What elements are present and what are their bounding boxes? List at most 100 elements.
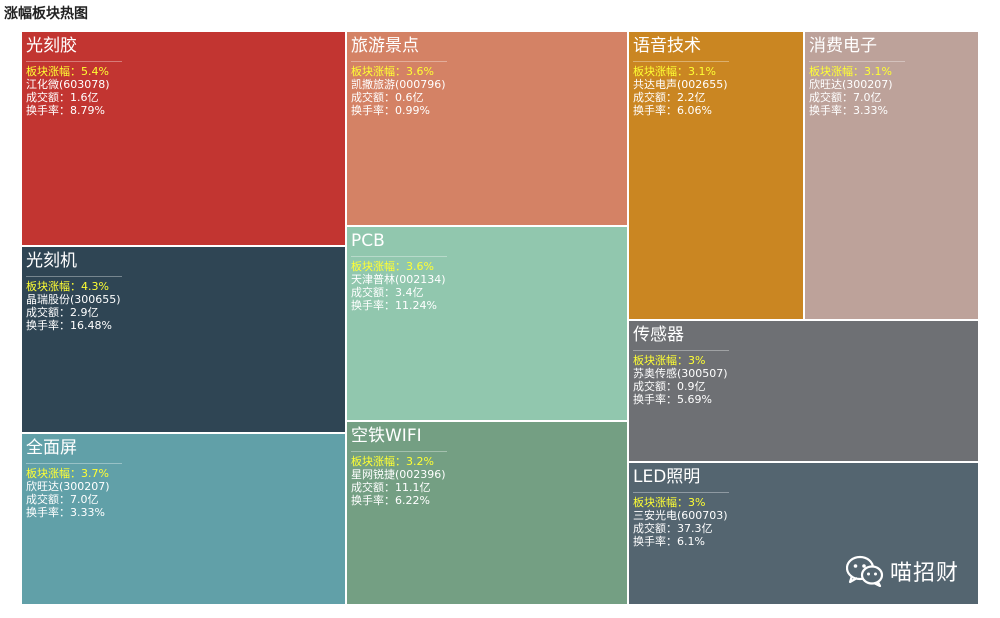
treemap-tile[interactable]: 旅游景点 板块涨幅：3.6% 凯撒旅游(000796) 成交额：0.6亿 换手率：0.9…	[346, 31, 628, 226]
treemap-tile[interactable]: 传感器板块涨幅：3% 苏奥传感(300507) 成交额：0.9亿 换手率：5.69%	[628, 320, 979, 462]
stock-turnover-label: 换手率：	[26, 104, 70, 117]
sector-change-value: 4.3%	[81, 280, 109, 293]
stock-turnover: 换手率：8.79%	[26, 104, 341, 117]
treemap-tile[interactable]: 消费电子 板块涨幅：3.1% 欣旺达(300207) 成交额：7.0亿 换手率：3.33…	[804, 31, 979, 320]
stock-volume: 成交额：37.3亿	[633, 522, 974, 535]
stock-volume: 成交额：0.6亿	[351, 91, 623, 104]
stock-volume-value: 3.4亿	[395, 286, 424, 299]
sector-change-label: 板块涨幅：	[633, 354, 688, 367]
treemap-tile[interactable]: 语音技术 板块涨幅：3.1% 共达电声(002655) 成交额：2.2亿 换手率：6.0…	[628, 31, 804, 320]
stock-turnover-value: 6.1%	[677, 535, 705, 548]
sector-change: 板块涨幅：3.7%	[26, 467, 341, 480]
stock-turnover: 换手率：0.99%	[351, 104, 623, 117]
lead-stock-value: 欣旺达(300207)	[26, 480, 110, 493]
tile-divider	[633, 61, 729, 62]
lead-stock-value: 江化微(603078)	[26, 78, 110, 91]
lead-stock: 天津普林(002134)	[351, 273, 623, 286]
stock-volume-value: 0.9亿	[677, 380, 706, 393]
sector-name: 传感器	[633, 325, 684, 345]
sector-change-value: 3.2%	[406, 455, 434, 468]
lead-stock: 共达电声(002655)	[633, 78, 799, 91]
stock-turnover-value: 8.79%	[70, 104, 105, 117]
stock-volume-value: 1.6亿	[70, 91, 99, 104]
lead-stock: 凯撒旅游(000796)	[351, 78, 623, 91]
stock-turnover-label: 换手率：	[351, 104, 395, 117]
stock-volume-label: 成交额：	[351, 481, 395, 494]
stock-turnover-label: 换手率：	[809, 104, 853, 117]
sector-change: 板块涨幅：3.2%	[351, 455, 623, 468]
stock-volume-label: 成交额：	[633, 522, 677, 535]
stock-volume: 成交额：0.9亿	[633, 380, 974, 393]
sector-change: 板块涨幅：3%	[633, 496, 974, 509]
treemap-tile[interactable]: 全面屏板块涨幅：3.7% 欣旺达(300207) 成交额：7.0亿 换手率：3.33%	[21, 433, 346, 605]
tile-divider	[26, 61, 122, 62]
stock-volume-value: 2.2亿	[677, 91, 706, 104]
sector-change-value: 3%	[688, 496, 706, 509]
stock-turnover: 换手率：6.1%	[633, 535, 974, 548]
sector-change-value: 3.7%	[81, 467, 109, 480]
stock-volume: 成交额：2.9亿	[26, 306, 341, 319]
sector-name: 旅游景点	[351, 36, 419, 56]
stock-volume-label: 成交额：	[26, 306, 70, 319]
treemap-tile[interactable]: LED照明 板块涨幅：3% 三安光电(600703) 成交额：37.3亿 换手率：6.1…	[628, 462, 979, 605]
stock-turnover: 换手率：3.33%	[26, 506, 341, 519]
tile-divider	[26, 276, 122, 277]
treemap-tile[interactable]: 光刻胶 板块涨幅：5.4% 江化微(603078) 成交额：1.6亿 换手率：8.79%	[21, 31, 346, 246]
stock-turnover: 换手率：6.22%	[351, 494, 623, 507]
sector-change-value: 5.4%	[81, 65, 109, 78]
stock-volume-label: 成交额：	[351, 286, 395, 299]
lead-stock: 星网锐捷(002396)	[351, 468, 623, 481]
stock-turnover-value: 3.33%	[853, 104, 888, 117]
stock-volume: 成交额：7.0亿	[809, 91, 974, 104]
sector-change: 板块涨幅：3%	[633, 354, 974, 367]
sector-name: PCB	[351, 231, 385, 251]
sector-change: 板块涨幅：3.6%	[351, 260, 623, 273]
stock-turnover-label: 换手率：	[351, 494, 395, 507]
sector-change-label: 板块涨幅：	[351, 455, 406, 468]
lead-stock: 欣旺达(300207)	[26, 480, 341, 493]
lead-stock-value: 三安光电(600703)	[633, 509, 728, 522]
sector-change: 板块涨幅：3.1%	[809, 65, 974, 78]
stock-volume-label: 成交额：	[809, 91, 853, 104]
sector-change: 板块涨幅：4.3%	[26, 280, 341, 293]
lead-stock: 苏奥传感(300507)	[633, 367, 974, 380]
sector-change-value: 3.1%	[864, 65, 892, 78]
stock-volume: 成交额：3.4亿	[351, 286, 623, 299]
page-title: 涨幅板块热图	[4, 6, 88, 22]
stock-volume: 成交额：7.0亿	[26, 493, 341, 506]
treemap-tile[interactable]: 光刻机 板块涨幅：4.3% 晶瑞股份(300655) 成交额：2.9亿 换手率：16.4…	[21, 246, 346, 433]
sector-change-value: 3%	[688, 354, 706, 367]
sector-name: 光刻胶	[26, 36, 77, 56]
stock-turnover-value: 16.48%	[70, 319, 112, 332]
stock-turnover-value: 6.22%	[395, 494, 430, 507]
treemap-tile[interactable]: 空铁WIFI 板块涨幅：3.2% 星网锐捷(002396) 成交额：11.1亿 换手率：…	[346, 421, 628, 605]
stock-volume: 成交额：2.2亿	[633, 91, 799, 104]
stock-turnover-label: 换手率：	[633, 393, 677, 406]
stock-volume-label: 成交额：	[26, 493, 70, 506]
tile-divider	[633, 492, 729, 493]
stock-volume-value: 37.3亿	[677, 522, 713, 535]
sector-change-label: 板块涨幅：	[633, 65, 688, 78]
stock-turnover-value: 5.69%	[677, 393, 712, 406]
stock-turnover-label: 换手率：	[26, 319, 70, 332]
sector-change-label: 板块涨幅：	[351, 65, 406, 78]
lead-stock-value: 天津普林(002134)	[351, 273, 446, 286]
stock-volume-value: 7.0亿	[853, 91, 882, 104]
stock-volume: 成交额：1.6亿	[26, 91, 341, 104]
lead-stock: 江化微(603078)	[26, 78, 341, 91]
treemap-tile[interactable]: PCB 板块涨幅：3.6% 天津普林(002134) 成交额：3.4亿 换手率：11.2…	[346, 226, 628, 421]
stock-turnover-label: 换手率：	[351, 299, 395, 312]
stock-turnover-value: 11.24%	[395, 299, 437, 312]
stock-turnover: 换手率：3.33%	[809, 104, 974, 117]
sector-name: 全面屏	[26, 438, 77, 458]
tile-divider	[633, 350, 729, 351]
stock-turnover-value: 0.99%	[395, 104, 430, 117]
sector-change-label: 板块涨幅：	[26, 280, 81, 293]
stock-turnover: 换手率：11.24%	[351, 299, 623, 312]
stock-turnover-value: 3.33%	[70, 506, 105, 519]
stock-turnover-value: 6.06%	[677, 104, 712, 117]
sector-name: 语音技术	[633, 36, 701, 56]
lead-stock: 三安光电(600703)	[633, 509, 974, 522]
stock-volume-value: 7.0亿	[70, 493, 99, 506]
stock-turnover-label: 换手率：	[633, 104, 677, 117]
